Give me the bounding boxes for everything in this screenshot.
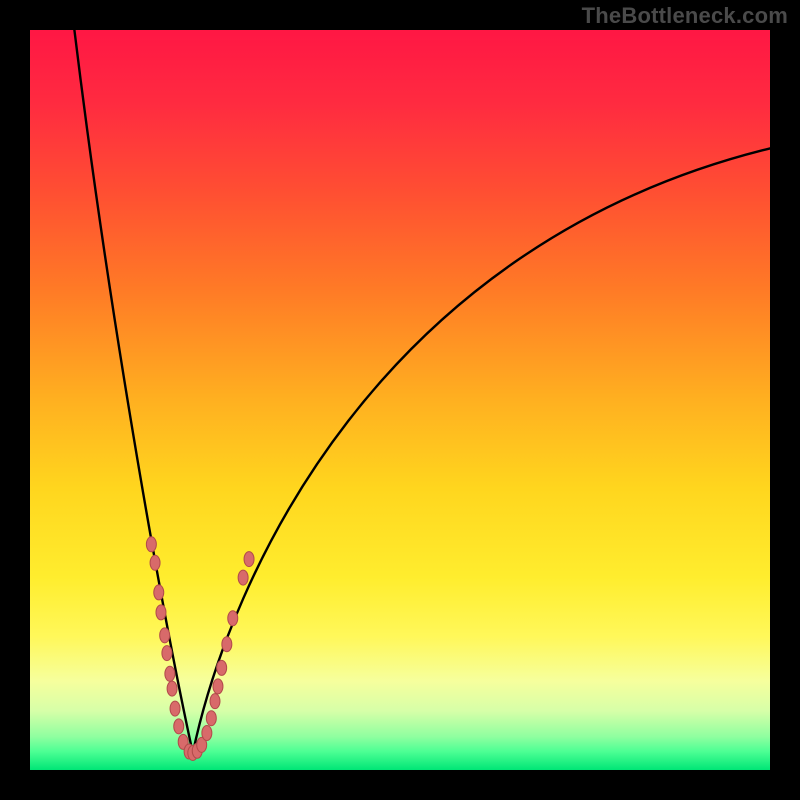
data-marker — [167, 681, 177, 696]
data-marker — [202, 726, 212, 741]
data-marker — [174, 719, 184, 734]
data-marker — [162, 646, 172, 661]
data-marker — [150, 555, 160, 570]
data-marker — [154, 585, 164, 600]
data-marker — [170, 701, 180, 716]
data-marker — [146, 537, 156, 552]
plot-background — [30, 30, 770, 770]
data-marker — [156, 605, 166, 620]
chart-svg — [0, 0, 800, 800]
chart-container: TheBottleneck.com — [0, 0, 800, 800]
data-marker — [165, 666, 175, 681]
data-marker — [206, 711, 216, 726]
data-marker — [222, 637, 232, 652]
data-marker — [244, 552, 254, 567]
data-marker — [210, 694, 220, 709]
data-marker — [228, 611, 238, 626]
data-marker — [217, 660, 227, 675]
data-marker — [238, 570, 248, 585]
data-marker — [213, 679, 223, 694]
data-marker — [160, 628, 170, 643]
